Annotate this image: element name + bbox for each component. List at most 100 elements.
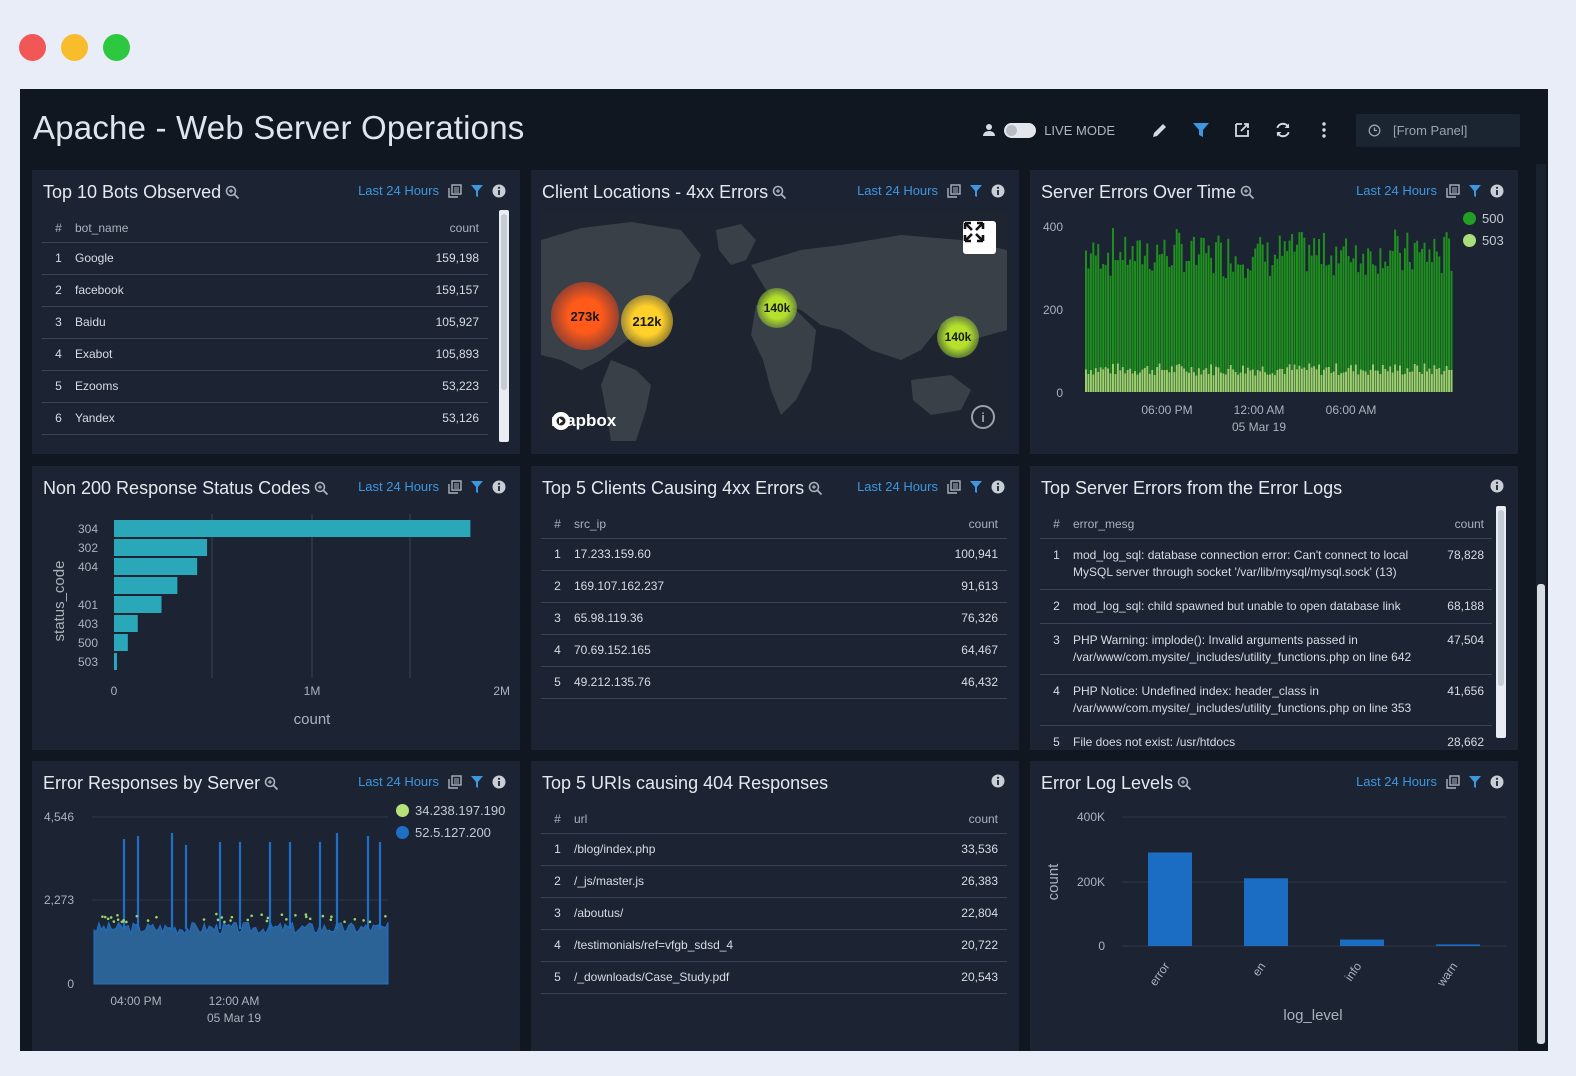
- world-map[interactable]: 273k 212k 140k 140k mapbox i: [541, 210, 1007, 441]
- status-code-bar[interactable]: [114, 596, 162, 613]
- status-codes-chart[interactable]: 304 302 404 401 403 500 503 0 1M 2M count stat…: [32, 466, 520, 750]
- panel-time-range[interactable]: Last 24 Hours: [857, 183, 938, 198]
- copy-icon[interactable]: [448, 183, 462, 198]
- copy-icon[interactable]: [947, 183, 961, 198]
- status-code-bar[interactable]: [114, 520, 471, 537]
- table-row[interactable]: 3 PHP Warning: implode(): Invalid argumen…: [1040, 623, 1492, 675]
- filter-icon[interactable]: [969, 480, 983, 494]
- legend-item[interactable]: 52.5.127.200: [396, 825, 491, 840]
- status-code-bar[interactable]: [114, 653, 117, 670]
- table-row[interactable]: 3/aboutus/22,804: [541, 897, 1007, 930]
- info-icon[interactable]: [1490, 184, 1504, 198]
- legend-item[interactable]: 500: [1463, 211, 1504, 226]
- status-code-bar[interactable]: [114, 615, 138, 632]
- table-row[interactable]: 1 17.233.159.60 100,941: [541, 538, 1007, 571]
- more-options-button[interactable]: [1303, 113, 1344, 147]
- time-range-picker[interactable]: [From Panel]: [1356, 113, 1520, 147]
- zoom-icon[interactable]: [808, 481, 823, 496]
- table-row[interactable]: 4 PHP Notice: Undefined index: header_cla…: [1040, 674, 1492, 726]
- copy-icon[interactable]: [448, 774, 462, 789]
- col-header-count[interactable]: count: [847, 510, 1007, 539]
- panel-time-range[interactable]: Last 24 Hours: [358, 774, 439, 789]
- cluster-marker[interactable]: 273k: [551, 282, 619, 350]
- status-code-bar[interactable]: [114, 577, 178, 594]
- copy-icon[interactable]: [947, 479, 961, 494]
- filter-icon[interactable]: [470, 480, 484, 494]
- maximize-window-button[interactable]: [103, 34, 130, 61]
- copy-icon[interactable]: [448, 479, 462, 494]
- refresh-button[interactable]: [1262, 113, 1303, 147]
- col-header-count[interactable]: count: [1443, 510, 1492, 539]
- filter-icon[interactable]: [1468, 775, 1482, 789]
- info-icon[interactable]: [1490, 479, 1504, 493]
- table-row[interactable]: 4 70.69.152.165 64,467: [541, 634, 1007, 667]
- log-level-bar[interactable]: [1244, 878, 1288, 946]
- table-row[interactable]: 3 65.98.119.36 76,326: [541, 602, 1007, 635]
- status-code-bar[interactable]: [114, 634, 128, 651]
- col-header-count[interactable]: count: [910, 805, 1007, 834]
- panel-time-range[interactable]: Last 24 Hours: [857, 479, 938, 494]
- zoom-icon[interactable]: [772, 185, 787, 200]
- filter-icon[interactable]: [470, 184, 484, 198]
- table-row[interactable]: 6 Yandex 53,126: [42, 402, 488, 435]
- toggle-switch[interactable]: [1004, 122, 1037, 138]
- info-icon[interactable]: [1490, 775, 1504, 789]
- zoom-icon[interactable]: [225, 185, 240, 200]
- col-header-src-ip[interactable]: src_ip: [574, 510, 848, 539]
- table-row[interactable]: 4 Exabot 105,893: [42, 338, 488, 371]
- cluster-marker[interactable]: 212k: [621, 295, 673, 347]
- table-row[interactable]: 2/_js/master.js 26,383: [541, 865, 1007, 898]
- table-row[interactable]: 2 facebook 159,157: [42, 274, 488, 307]
- info-icon[interactable]: [991, 184, 1005, 198]
- info-icon[interactable]: [991, 480, 1005, 494]
- table-row[interactable]: 5 49.212.135.76 46,432: [541, 666, 1007, 699]
- filter-icon[interactable]: [1468, 184, 1482, 198]
- cluster-marker[interactable]: 140k: [757, 288, 797, 328]
- legend-item[interactable]: 503: [1463, 233, 1504, 248]
- status-code-bar[interactable]: [114, 558, 198, 575]
- cluster-marker[interactable]: 140k: [937, 316, 979, 358]
- zoom-icon[interactable]: [314, 481, 329, 496]
- table-scrollbar[interactable]: [499, 210, 509, 442]
- table-row[interactable]: 2 mod_log_sql: child spawned but unable t…: [1040, 589, 1492, 624]
- log-level-bar[interactable]: [1340, 939, 1384, 946]
- panel-time-range[interactable]: Last 24 Hours: [1356, 183, 1437, 198]
- zoom-icon[interactable]: [1240, 185, 1255, 200]
- filter-icon[interactable]: [470, 775, 484, 789]
- table-row[interactable]: 5 Ezooms 53,223: [42, 370, 488, 403]
- map-info-icon[interactable]: i: [971, 405, 995, 429]
- info-icon[interactable]: [492, 184, 506, 198]
- filter-icon[interactable]: [969, 184, 983, 198]
- filter-button[interactable]: [1180, 113, 1221, 147]
- mapbox-logo[interactable]: mapbox: [551, 411, 616, 431]
- live-mode-toggle[interactable]: LIVE MODE: [982, 122, 1115, 138]
- copy-icon[interactable]: [1446, 183, 1460, 198]
- col-header-bot-name[interactable]: bot_name: [75, 214, 284, 243]
- table-row[interactable]: 5 File does not exist: /usr/htdocs 28,662: [1040, 725, 1492, 750]
- table-row[interactable]: 1 Google 159,198: [42, 242, 488, 275]
- table-row[interactable]: 3 Baidu 105,927: [42, 306, 488, 339]
- info-icon[interactable]: [991, 774, 1005, 788]
- col-header-url[interactable]: url: [574, 805, 911, 834]
- info-icon[interactable]: [492, 775, 506, 789]
- table-scrollbar[interactable]: [1496, 506, 1506, 738]
- zoom-icon[interactable]: [264, 776, 279, 791]
- table-row[interactable]: 4/testimonials/ref=vfgb_sdsd_4 20,722: [541, 929, 1007, 962]
- fullscreen-button[interactable]: [963, 221, 996, 254]
- edit-button[interactable]: [1139, 113, 1180, 147]
- table-row[interactable]: 2 169.107.162.237 91,613: [541, 570, 1007, 603]
- panel-time-range[interactable]: Last 24 Hours: [358, 479, 439, 494]
- table-row[interactable]: 1 mod_log_sql: database connection error:…: [1040, 538, 1492, 590]
- log-level-bar[interactable]: [1436, 944, 1480, 946]
- col-header-count[interactable]: count: [283, 214, 488, 243]
- copy-icon[interactable]: [1446, 774, 1460, 789]
- minimize-window-button[interactable]: [61, 34, 88, 61]
- panel-time-range[interactable]: Last 24 Hours: [1356, 774, 1437, 789]
- server-errors-chart[interactable]: 400 200 0 06:00 PM 12:00 AM 06:00 AM 05 …: [1030, 170, 1518, 454]
- dashboard-scrollbar[interactable]: [1536, 164, 1546, 1044]
- status-code-bar[interactable]: [114, 539, 208, 556]
- table-row[interactable]: 5/_downloads/Case_Study.pdf 20,543: [541, 961, 1007, 994]
- col-header-error-mesg[interactable]: error_mesg: [1073, 510, 1444, 539]
- share-button[interactable]: [1221, 113, 1262, 147]
- log-levels-chart[interactable]: 400K 200K 0 error en info warn log_level co…: [1030, 761, 1518, 1051]
